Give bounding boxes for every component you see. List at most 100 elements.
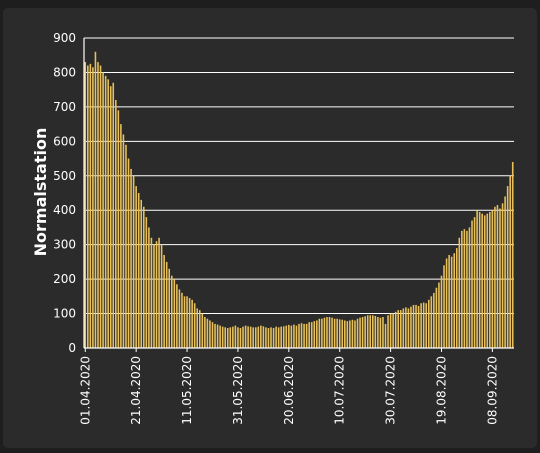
y-tick-300: 300: [53, 238, 76, 252]
bar-134: [425, 303, 428, 348]
bar-37: [178, 289, 181, 348]
bar-93: [321, 318, 323, 348]
bar-116: [379, 317, 382, 348]
bar-151: [468, 227, 471, 348]
x-tick-5: 10.07.2020: [333, 356, 347, 425]
grid-lines: [84, 37, 514, 315]
bar-67: [254, 327, 257, 348]
bar-98: [333, 318, 336, 348]
bar-50: [211, 322, 214, 348]
x-tick-3: 31.05.2020: [231, 356, 245, 425]
bar-144: [450, 256, 453, 348]
bar-79: [285, 325, 288, 348]
bar-118: [384, 323, 387, 348]
bar-10: [109, 86, 112, 348]
bar-4: [94, 51, 97, 349]
bar-156: [481, 213, 483, 348]
bar-19: [132, 175, 135, 348]
x-tick-0: 01.04.2020: [78, 356, 92, 425]
bar-53: [219, 325, 221, 348]
bar-80: [288, 324, 290, 348]
y-tick-500: 500: [53, 169, 76, 183]
bar-28: [155, 241, 158, 348]
bar-55: [224, 327, 227, 348]
bar-40: [186, 296, 188, 348]
y-tick-800: 800: [53, 65, 76, 79]
bar-99: [336, 318, 338, 348]
bar-131: [417, 305, 420, 348]
bar-145: [453, 253, 455, 348]
bar-166: [506, 186, 509, 348]
bar-23: [143, 206, 145, 348]
bar-3: [92, 67, 94, 349]
bar-102: [344, 320, 346, 348]
bar-120: [389, 313, 392, 348]
bar-32: [165, 261, 168, 348]
x-tick-6: 30.07.2020: [384, 356, 398, 425]
bar-138: [435, 287, 438, 348]
bar-75: [275, 326, 277, 348]
bar-chart: 0 100 200 300 400 500 600 700 800 900 01.04.2020 2…: [31, 31, 537, 425]
bar-163: [499, 208, 501, 348]
bar-31: [163, 255, 165, 348]
bar-164: [501, 203, 504, 348]
bar-35: [173, 279, 176, 348]
bar-148: [461, 230, 463, 348]
bar-96: [328, 317, 331, 348]
bar-133: [422, 302, 425, 348]
bar-122: [394, 311, 397, 348]
bar-52: [216, 324, 219, 348]
y-tick-400: 400: [53, 203, 76, 217]
bar-104: [349, 320, 351, 348]
bar-5: [97, 62, 99, 348]
bar-21: [137, 193, 140, 348]
bar-103: [346, 321, 349, 348]
bar-136: [430, 296, 433, 348]
bar-17: [127, 158, 130, 348]
bar-121: [392, 313, 394, 348]
bar-129: [412, 304, 415, 348]
bar-61: [239, 328, 242, 348]
bar-83: [295, 325, 298, 348]
bar-81: [290, 325, 293, 348]
bar-82: [293, 324, 295, 348]
bar-11: [112, 82, 115, 349]
bar-68: [257, 326, 260, 348]
bar-47: [204, 317, 206, 348]
bar-158: [486, 213, 489, 348]
bar-0: [84, 62, 87, 348]
x-tick-4: 20.06.2020: [282, 356, 296, 425]
bar-135: [427, 299, 430, 348]
bar-112: [369, 315, 372, 348]
bar-111: [366, 315, 369, 348]
bar-20: [135, 186, 137, 348]
x-tick-9: 28.09.2020: [536, 356, 537, 425]
bar-149: [463, 229, 466, 348]
bar-101: [341, 319, 344, 348]
y-tick-100: 100: [53, 307, 76, 321]
bar-65: [249, 326, 252, 348]
bar-59: [234, 325, 237, 348]
bar-124: [399, 310, 402, 348]
bar-43: [193, 303, 196, 348]
x-tick-8: 08.09.2020: [485, 356, 499, 425]
bar-142: [445, 258, 448, 348]
bar-33: [168, 268, 171, 348]
bar-95: [326, 317, 328, 348]
bar-57: [229, 327, 232, 348]
bar-126: [405, 307, 407, 348]
bar-38: [181, 292, 183, 348]
bar-54: [221, 326, 224, 348]
bar-49: [209, 320, 211, 348]
bar-89: [310, 322, 313, 348]
x-tick-labels: 01.04.2020 21.04.2020 11.05.2020 31.05.2020…: [78, 356, 537, 425]
bar-167: [509, 175, 511, 348]
bar-76: [277, 327, 280, 348]
bar-143: [448, 255, 450, 348]
bar-87: [305, 323, 308, 348]
bar-141: [443, 265, 445, 348]
bar-162: [496, 205, 499, 348]
bar-109: [361, 317, 364, 348]
bar-13: [117, 110, 120, 348]
bar-86: [303, 323, 305, 348]
